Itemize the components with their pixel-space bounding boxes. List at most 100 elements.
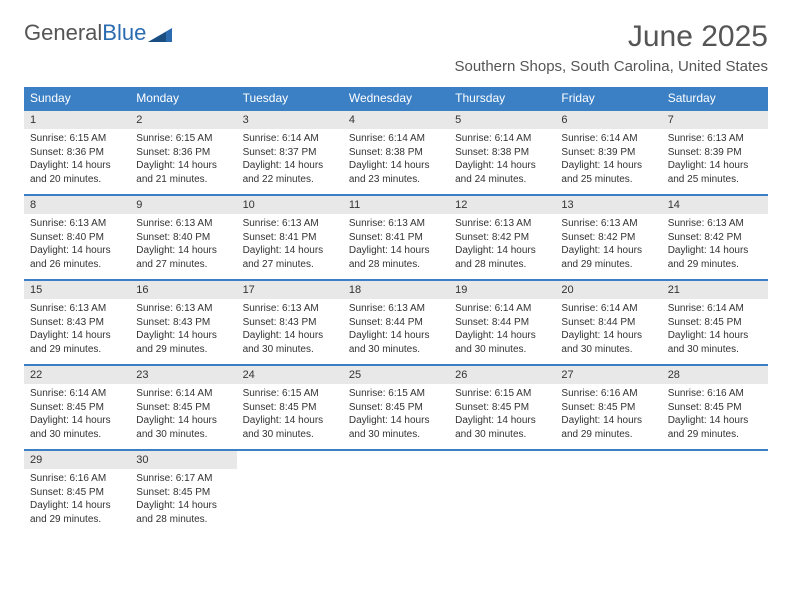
daylight-text: Daylight: 14 hours and 28 minutes. — [455, 244, 549, 271]
sunset-text: Sunset: 8:45 PM — [561, 401, 655, 415]
calendar-page: GeneralBlue June 2025 Southern Shops, So… — [0, 0, 792, 554]
day-header-row: Sunday Monday Tuesday Wednesday Thursday… — [24, 87, 768, 110]
day-content-cell: Sunrise: 6:14 AMSunset: 8:38 PMDaylight:… — [449, 129, 555, 195]
day-content-row: Sunrise: 6:16 AMSunset: 8:45 PMDaylight:… — [24, 469, 768, 534]
day-content-cell — [343, 469, 449, 534]
sunrise-text: Sunrise: 6:15 AM — [30, 132, 124, 146]
daylight-text: Daylight: 14 hours and 30 minutes. — [561, 329, 655, 356]
sunset-text: Sunset: 8:40 PM — [136, 231, 230, 245]
sunset-text: Sunset: 8:43 PM — [136, 316, 230, 330]
day-number-cell: 25 — [343, 365, 449, 384]
day-content-cell — [555, 469, 661, 534]
day-content-cell: Sunrise: 6:15 AMSunset: 8:45 PMDaylight:… — [237, 384, 343, 450]
sunrise-text: Sunrise: 6:13 AM — [136, 302, 230, 316]
day-content-cell: Sunrise: 6:15 AMSunset: 8:36 PMDaylight:… — [24, 129, 130, 195]
sunrise-text: Sunrise: 6:16 AM — [668, 387, 762, 401]
day-number-cell: 12 — [449, 195, 555, 214]
logo-triangle-icon — [148, 24, 172, 42]
sunrise-text: Sunrise: 6:14 AM — [455, 302, 549, 316]
day-content-cell: Sunrise: 6:15 AMSunset: 8:36 PMDaylight:… — [130, 129, 236, 195]
sunrise-text: Sunrise: 6:13 AM — [136, 217, 230, 231]
daylight-text: Daylight: 14 hours and 30 minutes. — [243, 414, 337, 441]
day-number-cell: 7 — [662, 110, 768, 129]
day-header: Saturday — [662, 87, 768, 110]
daylight-text: Daylight: 14 hours and 21 minutes. — [136, 159, 230, 186]
day-header: Friday — [555, 87, 661, 110]
sunset-text: Sunset: 8:45 PM — [455, 401, 549, 415]
daylight-text: Daylight: 14 hours and 29 minutes. — [668, 244, 762, 271]
sunrise-text: Sunrise: 6:13 AM — [30, 217, 124, 231]
sunrise-text: Sunrise: 6:15 AM — [243, 387, 337, 401]
day-content-cell: Sunrise: 6:13 AMSunset: 8:42 PMDaylight:… — [662, 214, 768, 280]
day-number-cell: 17 — [237, 280, 343, 299]
day-number-cell — [555, 450, 661, 469]
sunset-text: Sunset: 8:41 PM — [243, 231, 337, 245]
daylight-text: Daylight: 14 hours and 30 minutes. — [349, 414, 443, 441]
day-number-row: 2930 — [24, 450, 768, 469]
sunset-text: Sunset: 8:42 PM — [561, 231, 655, 245]
day-header: Wednesday — [343, 87, 449, 110]
day-header: Sunday — [24, 87, 130, 110]
sunset-text: Sunset: 8:44 PM — [349, 316, 443, 330]
daylight-text: Daylight: 14 hours and 25 minutes. — [561, 159, 655, 186]
daylight-text: Daylight: 14 hours and 25 minutes. — [668, 159, 762, 186]
sunrise-text: Sunrise: 6:14 AM — [30, 387, 124, 401]
day-content-cell — [662, 469, 768, 534]
day-number-cell — [237, 450, 343, 469]
sunset-text: Sunset: 8:45 PM — [668, 401, 762, 415]
sunset-text: Sunset: 8:39 PM — [668, 146, 762, 160]
logo-text-1: General — [24, 20, 102, 46]
day-content-cell: Sunrise: 6:13 AMSunset: 8:39 PMDaylight:… — [662, 129, 768, 195]
sunset-text: Sunset: 8:44 PM — [561, 316, 655, 330]
sunrise-text: Sunrise: 6:14 AM — [349, 132, 443, 146]
day-number-cell: 18 — [343, 280, 449, 299]
sunrise-text: Sunrise: 6:13 AM — [349, 302, 443, 316]
daylight-text: Daylight: 14 hours and 29 minutes. — [561, 244, 655, 271]
daylight-text: Daylight: 14 hours and 26 minutes. — [30, 244, 124, 271]
sunrise-text: Sunrise: 6:13 AM — [243, 217, 337, 231]
day-content-cell: Sunrise: 6:13 AMSunset: 8:42 PMDaylight:… — [449, 214, 555, 280]
day-content-cell: Sunrise: 6:16 AMSunset: 8:45 PMDaylight:… — [662, 384, 768, 450]
sunset-text: Sunset: 8:36 PM — [136, 146, 230, 160]
daylight-text: Daylight: 14 hours and 30 minutes. — [136, 414, 230, 441]
day-content-cell: Sunrise: 6:13 AMSunset: 8:43 PMDaylight:… — [130, 299, 236, 365]
sunset-text: Sunset: 8:45 PM — [136, 486, 230, 500]
day-content-cell: Sunrise: 6:14 AMSunset: 8:45 PMDaylight:… — [662, 299, 768, 365]
sunset-text: Sunset: 8:45 PM — [349, 401, 443, 415]
daylight-text: Daylight: 14 hours and 30 minutes. — [243, 329, 337, 356]
day-content-cell: Sunrise: 6:14 AMSunset: 8:44 PMDaylight:… — [449, 299, 555, 365]
sunrise-text: Sunrise: 6:14 AM — [136, 387, 230, 401]
day-number-cell — [662, 450, 768, 469]
day-number-cell: 15 — [24, 280, 130, 299]
sunrise-text: Sunrise: 6:17 AM — [136, 472, 230, 486]
sunset-text: Sunset: 8:42 PM — [668, 231, 762, 245]
day-content-cell: Sunrise: 6:16 AMSunset: 8:45 PMDaylight:… — [555, 384, 661, 450]
day-content-cell: Sunrise: 6:13 AMSunset: 8:41 PMDaylight:… — [237, 214, 343, 280]
day-number-cell: 23 — [130, 365, 236, 384]
day-number-cell: 24 — [237, 365, 343, 384]
day-content-row: Sunrise: 6:14 AMSunset: 8:45 PMDaylight:… — [24, 384, 768, 450]
daylight-text: Daylight: 14 hours and 22 minutes. — [243, 159, 337, 186]
sunset-text: Sunset: 8:45 PM — [30, 401, 124, 415]
sunrise-text: Sunrise: 6:14 AM — [561, 302, 655, 316]
calendar-table: Sunday Monday Tuesday Wednesday Thursday… — [24, 87, 768, 534]
day-content-cell: Sunrise: 6:13 AMSunset: 8:43 PMDaylight:… — [237, 299, 343, 365]
day-number-cell: 1 — [24, 110, 130, 129]
sunrise-text: Sunrise: 6:15 AM — [349, 387, 443, 401]
header: GeneralBlue June 2025 Southern Shops, So… — [24, 20, 768, 83]
day-content-cell: Sunrise: 6:17 AMSunset: 8:45 PMDaylight:… — [130, 469, 236, 534]
logo: GeneralBlue — [24, 20, 172, 46]
day-content-cell: Sunrise: 6:13 AMSunset: 8:41 PMDaylight:… — [343, 214, 449, 280]
day-number-cell: 13 — [555, 195, 661, 214]
day-number-cell: 4 — [343, 110, 449, 129]
sunrise-text: Sunrise: 6:13 AM — [455, 217, 549, 231]
sunset-text: Sunset: 8:45 PM — [30, 486, 124, 500]
sunrise-text: Sunrise: 6:16 AM — [30, 472, 124, 486]
day-number-cell: 29 — [24, 450, 130, 469]
sunset-text: Sunset: 8:45 PM — [668, 316, 762, 330]
logo-text-2: Blue — [102, 20, 146, 46]
daylight-text: Daylight: 14 hours and 29 minutes. — [30, 499, 124, 526]
day-number-cell: 30 — [130, 450, 236, 469]
day-number-cell: 16 — [130, 280, 236, 299]
daylight-text: Daylight: 14 hours and 30 minutes. — [455, 329, 549, 356]
